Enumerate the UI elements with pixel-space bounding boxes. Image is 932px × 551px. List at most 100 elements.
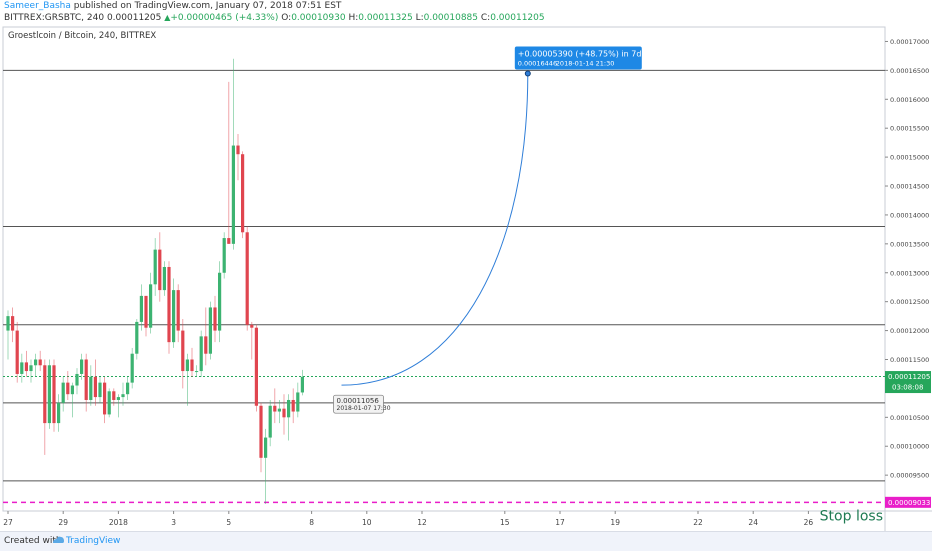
time-tick-label: 27 xyxy=(3,518,13,527)
candle-body xyxy=(52,365,56,424)
bar-countdown: 03:08:08 xyxy=(892,384,923,392)
close-label: C: xyxy=(480,13,491,23)
last-price-label: 0.00011205 xyxy=(888,373,930,381)
candle-body xyxy=(287,399,291,418)
candle-body xyxy=(162,266,166,291)
ohlc-info: BITTREX:GRSBTC, 240 0.00011205 ▲+0.00000… xyxy=(4,13,545,23)
candle-body xyxy=(227,238,231,244)
price-tick-label: 0.00014000 xyxy=(890,211,929,219)
price-tick-label: 0.00017000 xyxy=(890,38,929,46)
price-tick-label: 0.00015000 xyxy=(890,154,929,162)
candle-body xyxy=(61,382,65,403)
chart-header: Sameer_Basha published on TradingView.co… xyxy=(0,0,932,24)
candles xyxy=(6,58,304,505)
price-tick-label: 0.00011500 xyxy=(890,356,929,364)
created-with-text: Created with xyxy=(4,536,62,546)
chart-title: Groestlcoin / Bitcoin, 240, BITTREX xyxy=(8,31,156,41)
stop-loss-price-box xyxy=(885,496,931,508)
time-tick-label: 19 xyxy=(610,518,620,527)
candle-body xyxy=(57,402,61,424)
candle-body xyxy=(149,284,153,328)
open-label: O: xyxy=(281,13,292,23)
time-tick-label: 8 xyxy=(309,518,314,527)
candle-body xyxy=(236,145,240,155)
candle-body xyxy=(116,397,120,400)
high-value: 0.00011325 xyxy=(358,13,413,23)
candle-body xyxy=(107,391,111,415)
candle-body xyxy=(222,238,226,273)
candle-body xyxy=(277,408,281,412)
up-arrow-icon: ▲ xyxy=(164,13,171,22)
author-link[interactable]: Sameer_Basha xyxy=(4,1,71,11)
last-price: 0.00011205 xyxy=(106,13,162,23)
price-tick-label: 0.00016000 xyxy=(890,96,929,104)
time-tick-label: 26 xyxy=(804,518,814,527)
candle-body xyxy=(259,405,263,458)
start-label-box xyxy=(333,394,384,414)
candle-body xyxy=(70,385,74,395)
candle-body xyxy=(126,382,130,395)
tradingview-logo-icon[interactable] xyxy=(52,535,65,548)
stop-loss-text: Stop loss xyxy=(820,508,883,524)
published-text: published on TradingView.com, January 07… xyxy=(73,1,342,11)
candle-body xyxy=(158,249,162,291)
candle-body xyxy=(167,266,171,343)
time-tick-label: 10 xyxy=(362,518,372,527)
candle-body xyxy=(80,359,84,374)
candle-body xyxy=(20,362,24,374)
candle-body xyxy=(98,382,102,398)
candle-body xyxy=(34,359,38,366)
time-tick-label: 15 xyxy=(500,518,510,527)
candle-body xyxy=(84,359,88,400)
symbol-label: BITTREX:GRSBTC, 240 xyxy=(4,13,105,23)
candle-body xyxy=(121,394,125,398)
price-tick-label: 0.00013500 xyxy=(890,240,929,248)
candle-body xyxy=(300,376,304,393)
projection-curve[interactable] xyxy=(341,73,529,386)
low-value: 0.00010885 xyxy=(423,13,479,23)
price-axis-ticks: 0.00017000 0.00016500 0.00016000 0.00015500… xyxy=(885,38,929,480)
candle-body xyxy=(135,321,139,354)
price-tick-label: 0.00013000 xyxy=(890,269,929,277)
candle-body xyxy=(112,391,116,400)
last-price-box xyxy=(885,371,931,394)
start-price-text: 0.00011056 xyxy=(337,397,380,405)
price-tick-label: 0.00012500 xyxy=(890,298,929,306)
target-price-text: 0.00016446 xyxy=(518,59,557,67)
target-change-text: +0.00005390 (+48.75%) in 7d 4h xyxy=(518,49,654,58)
close-value: 0.00011205 xyxy=(490,13,545,23)
candle-body xyxy=(176,290,180,331)
price-change: +0.00000465 (+4.33%) xyxy=(170,13,279,23)
candle-body xyxy=(43,365,47,424)
candle-body xyxy=(213,307,217,331)
price-tick-label: 0.00009500 xyxy=(890,472,929,480)
candle-body xyxy=(75,373,79,386)
overlays: +0.00005390 (+48.75%) in 7d 4h 0.0001644… xyxy=(333,46,931,524)
candle-body xyxy=(268,405,272,438)
projection-target-point[interactable] xyxy=(524,70,531,77)
candle-body xyxy=(273,405,277,412)
candle-body xyxy=(24,362,28,372)
candle-body xyxy=(218,272,222,331)
time-axis-ticks: 27 29 2018 3 5 8 10 12 15 17 19 22 24 26 xyxy=(3,511,813,527)
candle-body xyxy=(181,330,185,372)
time-tick-label: 5 xyxy=(226,518,231,527)
candle-body xyxy=(29,365,33,372)
candlestick-chart[interactable]: Groestlcoin / Bitcoin, 240, BITTREX 0.00… xyxy=(0,24,932,531)
candle-body xyxy=(291,399,295,412)
candle-body xyxy=(66,382,70,395)
candle-body xyxy=(6,316,10,331)
candle-body xyxy=(208,307,212,354)
tradingview-brand-link[interactable]: TradingView xyxy=(66,536,121,546)
candle-body xyxy=(130,353,134,383)
plot-frame xyxy=(2,26,886,512)
target-date-text: 2018-01-14 21:30 xyxy=(556,59,615,67)
candle-body xyxy=(103,382,107,415)
time-tick-label: 17 xyxy=(555,518,565,527)
footer: Created with TradingView xyxy=(0,531,932,551)
candle-body xyxy=(185,359,189,372)
time-tick-label: 12 xyxy=(417,518,427,527)
candle-body xyxy=(199,336,203,372)
start-date-text: 2018-01-07 17:30 xyxy=(337,405,391,412)
candle-body xyxy=(231,145,235,244)
